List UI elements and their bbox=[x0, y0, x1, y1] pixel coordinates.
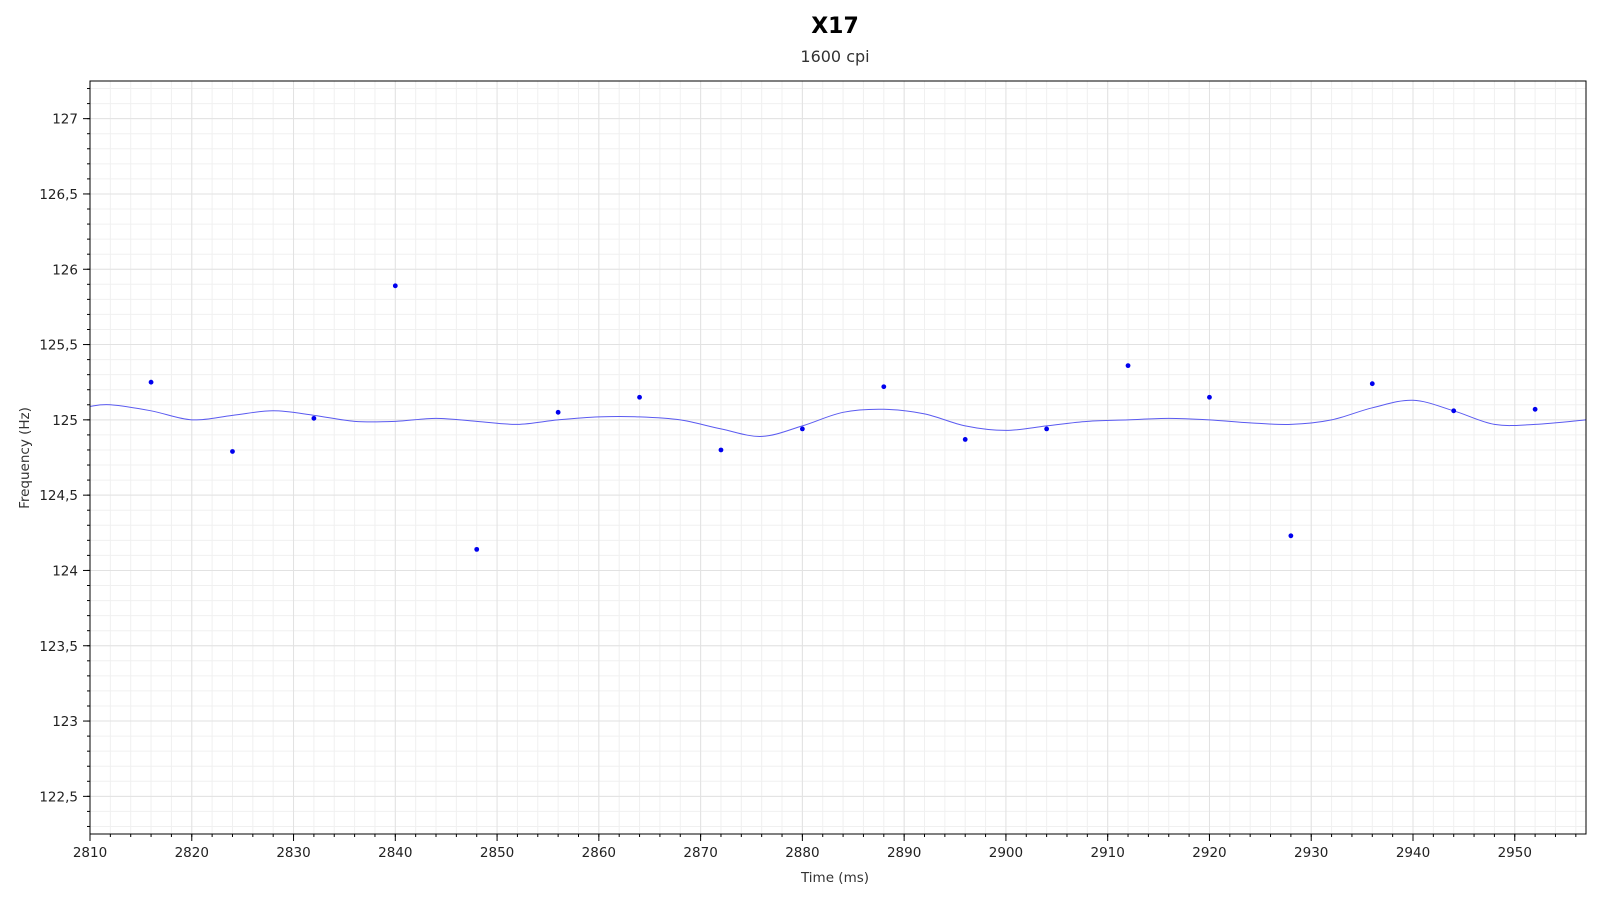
y-tick-label: 126 bbox=[52, 262, 78, 278]
data-point bbox=[637, 394, 642, 400]
data-point bbox=[1369, 381, 1375, 387]
y-axis: 122,5 123 123,5 124 124,5 125 125,5 126 126,5 127 bbox=[39, 88, 90, 827]
data-point bbox=[1451, 408, 1457, 414]
y-tick-label: 125 bbox=[52, 413, 78, 429]
data-point bbox=[1125, 363, 1131, 369]
data-point bbox=[1044, 426, 1050, 432]
data-point bbox=[148, 379, 154, 385]
x-tick-label: 2900 bbox=[989, 845, 1023, 861]
major-gridlines bbox=[89, 81, 1586, 834]
data-point bbox=[718, 447, 724, 453]
data-point bbox=[311, 415, 317, 421]
x-tick-label: 2890 bbox=[887, 845, 921, 861]
data-point bbox=[962, 437, 968, 442]
points-layer bbox=[148, 283, 1538, 552]
x-tick-label: 2830 bbox=[276, 845, 310, 861]
data-point bbox=[555, 409, 561, 415]
y-tick-label: 123 bbox=[52, 714, 78, 730]
x-tick-label: 2950 bbox=[1498, 845, 1532, 861]
x-tick-label: 2850 bbox=[480, 845, 514, 861]
x-tick-label: 2940 bbox=[1396, 845, 1430, 861]
data-point bbox=[881, 384, 887, 390]
y-tick-label: 125,5 bbox=[39, 338, 78, 354]
x-axis: 2810 2820 2830 2840 2850 2860 2870 2880 2890 2900… bbox=[73, 834, 1577, 861]
chart-title: X17 bbox=[811, 14, 859, 39]
data-point bbox=[392, 283, 398, 289]
x-axis-label: Time (ms) bbox=[800, 870, 869, 886]
curve-layer bbox=[89, 399, 1587, 437]
x-tick-label: 2880 bbox=[785, 845, 819, 861]
smoothed-line bbox=[89, 399, 1587, 437]
y-tick-label: 124 bbox=[52, 563, 78, 579]
x-tick-label: 2870 bbox=[683, 845, 717, 861]
y-tick-label: 124,5 bbox=[39, 488, 78, 504]
y-tick-label: 122,5 bbox=[39, 789, 78, 805]
data-point bbox=[474, 546, 480, 552]
x-tick-label: 2840 bbox=[378, 845, 412, 861]
x-tick-label: 2810 bbox=[73, 845, 107, 861]
data-point bbox=[1207, 394, 1212, 400]
x-tick-label: 2820 bbox=[175, 845, 209, 861]
data-point bbox=[1288, 533, 1294, 539]
x-tick-label: 2860 bbox=[582, 845, 616, 861]
y-tick-label: 126,5 bbox=[39, 187, 78, 203]
data-point bbox=[1532, 406, 1538, 412]
plot-frame bbox=[89, 80, 1587, 835]
x-tick-label: 2920 bbox=[1192, 845, 1226, 861]
y-tick-label: 127 bbox=[52, 112, 78, 128]
minor-gridlines bbox=[89, 81, 1586, 834]
data-point bbox=[799, 426, 805, 432]
y-tick-label: 123,5 bbox=[39, 639, 78, 655]
x-tick-label: 2910 bbox=[1091, 845, 1125, 861]
data-point bbox=[230, 449, 235, 454]
y-axis-label: Frequency (Hz) bbox=[17, 407, 33, 509]
chart-subtitle: 1600 cpi bbox=[800, 47, 869, 66]
x-tick-label: 2930 bbox=[1294, 845, 1328, 861]
